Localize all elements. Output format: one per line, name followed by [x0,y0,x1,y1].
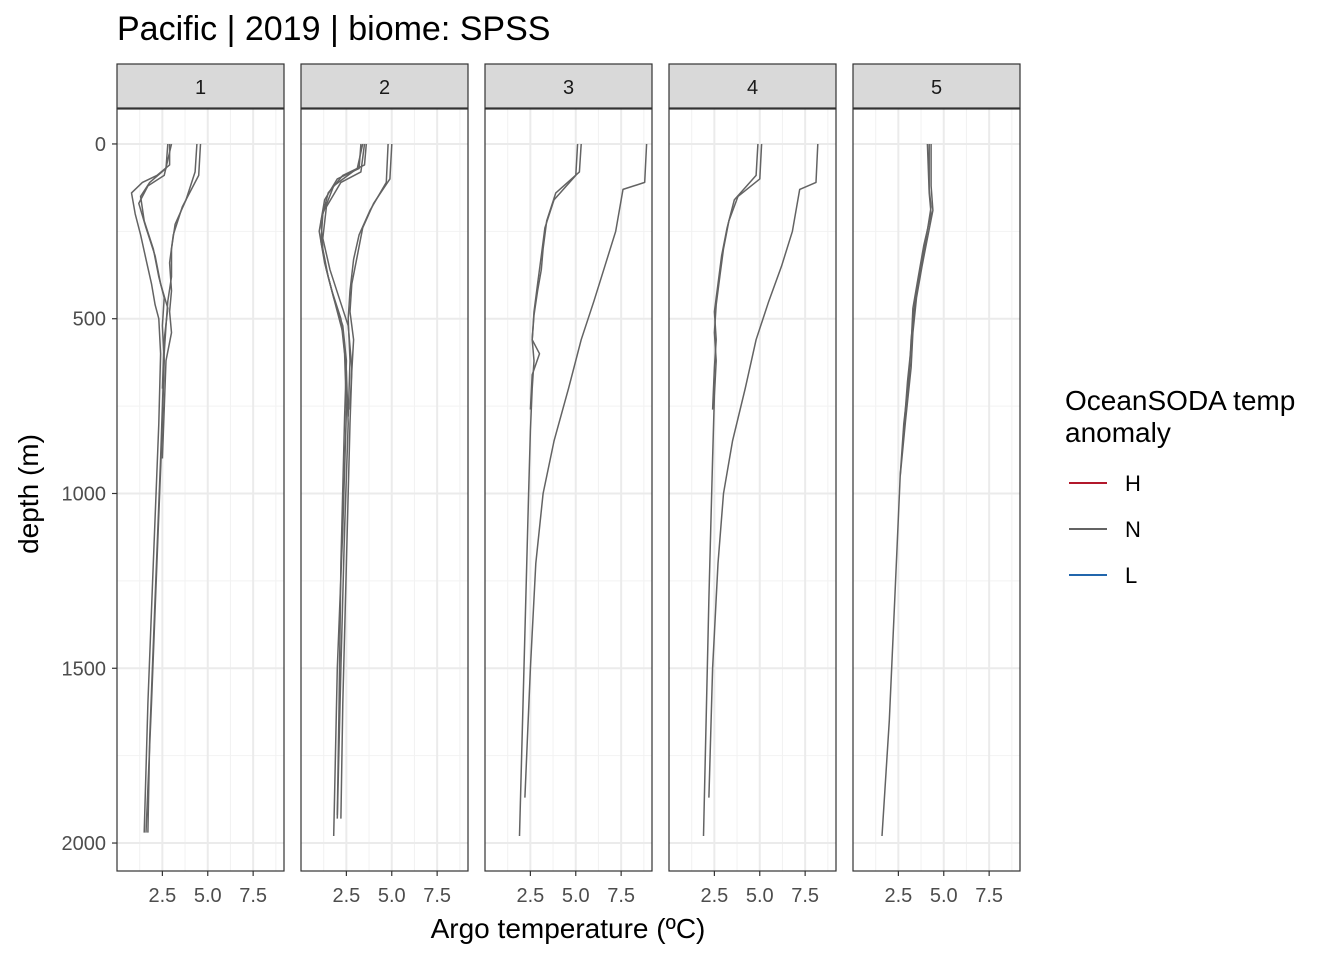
legend-item-N: N [1069,517,1141,542]
y-tick-label: 2000 [62,833,107,855]
facet-panel-4: 4 2.5 5.0 7.5 [668,63,837,907]
profile-line [903,143,932,431]
x-axis-title: Argo temperature (ºC) [431,913,706,944]
profile-line [320,143,364,816]
facet-panel-5: 5 2.5 5.0 7.5 [852,63,1021,907]
x-tick-label: 2.5 [332,885,360,907]
x-tick-label: 5.0 [746,885,774,907]
profile-line [138,143,173,389]
legend-item-H: H [1069,471,1141,496]
panel-background [301,109,468,871]
panel-border [484,108,653,872]
x-tick-label: 2.5 [884,885,912,907]
y-tick-label: 1500 [62,658,107,680]
facet-panels: 0 500 1000 1500 2000 1 2.5 5.0 7.5 2 2.5 5.0 7.5 3 2.5… [62,63,1021,907]
facet-strip-label: 1 [195,77,206,99]
y-axis: 0 500 1000 1500 2000 [62,134,117,855]
y-axis-title: depth (m) [13,434,44,554]
panel-border [668,108,837,872]
facet-strip-label: 3 [563,77,574,99]
x-tick-label: 7.5 [423,885,451,907]
legend-title: anomaly [1065,417,1171,448]
legend-label: N [1125,517,1141,542]
panel-background [485,109,652,871]
legend-label: L [1125,563,1137,588]
facet-strip-label: 2 [379,77,390,99]
x-tick-label: 7.5 [791,885,819,907]
x-tick-label: 5.0 [378,885,406,907]
x-tick-label: 5.0 [194,885,222,907]
facet-strip [300,63,469,109]
facet-strip-label: 4 [747,77,758,99]
profile-line [524,143,648,798]
x-tick-label: 7.5 [975,885,1003,907]
facet-strip [852,63,1021,109]
y-tick-label: 1000 [62,483,107,505]
profile-line [529,143,579,410]
legend-label: H [1125,471,1141,496]
panel-background [669,109,836,871]
x-tick-label: 7.5 [607,885,635,907]
legend-title: OceanSODA temp [1065,385,1295,416]
facet-strip [484,63,653,109]
x-tick-label: 5.0 [930,885,958,907]
panel-border [852,108,1021,872]
y-tick-label: 500 [73,309,106,331]
profile-line [711,143,759,410]
facet-strip-label: 5 [931,77,942,99]
panel-border [116,108,285,872]
legend-item-L: L [1069,563,1137,588]
facet-panel-2: 2 2.5 5.0 7.5 [300,63,469,907]
panel-background [117,109,284,871]
facet-strip [116,63,285,109]
facet-panel-1: 1 2.5 5.0 7.5 [116,63,285,907]
chart-title: Pacific | 2019 | biome: SPSS [117,10,550,48]
profile-line [161,143,202,459]
y-tick-label: 0 [95,134,106,156]
x-tick-label: 2.5 [148,885,176,907]
profile-line [708,143,819,798]
profile-line [130,144,171,833]
x-tick-label: 2.5 [516,885,544,907]
x-tick-label: 7.5 [239,885,267,907]
x-tick-label: 2.5 [700,885,728,907]
panel-border [300,108,469,872]
facet-strip [668,63,837,109]
profile-line [322,143,366,410]
profile-line [899,144,934,477]
facet-panel-3: 3 2.5 5.0 7.5 [484,63,653,907]
x-tick-label: 5.0 [562,885,590,907]
panel-background [853,109,1020,871]
